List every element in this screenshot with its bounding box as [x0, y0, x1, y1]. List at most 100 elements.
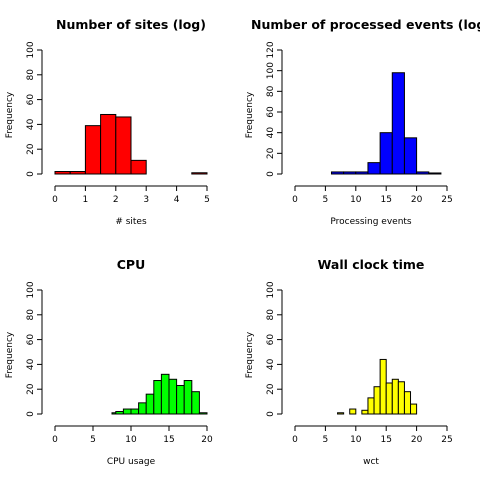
histogram-bar	[138, 402, 147, 415]
histogram-bar	[379, 358, 387, 415]
x-tick-label: 0	[292, 195, 298, 205]
y-axis-label: Frequency	[5, 331, 15, 378]
histogram-bar	[54, 171, 71, 175]
y-tick-label: 60	[266, 334, 276, 346]
histogram-bar	[153, 380, 162, 415]
y-axis-label: Frequency	[5, 91, 15, 138]
y-axis-label: Frequency	[245, 331, 255, 378]
histogram-bar	[145, 393, 155, 415]
y-tick-label: 20	[26, 143, 36, 155]
x-tick-label: 5	[323, 195, 329, 205]
y-tick-label: 0	[26, 171, 36, 177]
x-tick-label: 25	[441, 435, 452, 445]
histogram-bar	[84, 125, 102, 175]
x-tick-label: 0	[52, 435, 58, 445]
x-tick-label: 20	[201, 435, 213, 445]
y-tick-label: 120	[266, 41, 276, 58]
x-tick-label: 5	[90, 435, 96, 445]
y-tick-label: 20	[266, 383, 276, 395]
histogram-bar	[391, 72, 405, 175]
histogram-bar	[191, 172, 208, 175]
y-tick-label: 0	[26, 411, 36, 417]
x-axis-label: CPU usage	[107, 457, 156, 467]
histogram-bar	[367, 162, 381, 175]
histogram-bar	[403, 391, 412, 415]
y-tick-label: 40	[26, 118, 36, 130]
y-tick-label: 0	[266, 411, 276, 417]
histogram-bar	[330, 171, 345, 175]
histogram-bar	[410, 403, 418, 415]
x-axis-label: wct	[363, 457, 379, 467]
histogram-bar	[355, 171, 369, 175]
chart-title: Number of sites (log)	[56, 17, 206, 32]
y-tick-label: 100	[266, 281, 276, 298]
chart-title: CPU	[117, 257, 146, 272]
x-tick-label: 20	[411, 195, 423, 205]
y-tick-label: 40	[26, 358, 36, 370]
histogram-bar	[130, 408, 140, 415]
y-tick-label: 80	[266, 85, 276, 97]
x-tick-label: 15	[380, 435, 391, 445]
histogram-bar	[176, 384, 185, 415]
y-tick-label: 80	[266, 309, 276, 321]
histogram-bar	[428, 172, 442, 175]
x-tick-label: 4	[174, 195, 180, 205]
x-tick-label: 5	[323, 435, 329, 445]
histogram-bar	[373, 386, 381, 415]
x-tick-label: 10	[350, 435, 362, 445]
y-tick-label: 80	[26, 69, 36, 81]
x-tick-label: 25	[441, 195, 452, 205]
histogram-bar	[198, 412, 208, 415]
histogram-bar	[391, 378, 399, 415]
x-tick-label: 10	[350, 195, 362, 205]
histogram-bar	[361, 409, 369, 415]
histogram-bar	[100, 113, 117, 175]
y-tick-label: 100	[26, 41, 36, 58]
histogram-bar	[191, 391, 200, 415]
y-tick-label: 20	[266, 147, 276, 159]
y-tick-label: 100	[26, 281, 36, 298]
histogram-bar	[160, 373, 170, 415]
histogram-bar	[367, 397, 375, 415]
y-axis-label: Frequency	[245, 91, 255, 138]
histogram-panel-cpu: CPU CPU usage Frequency 0 5 10 15 20 0 20 40 60 8…	[5, 257, 213, 467]
histogram-bar	[416, 171, 430, 175]
histogram-bar	[111, 412, 117, 415]
histogram-panel-sites: Number of sites (log) # sites Frequency …	[5, 17, 210, 227]
x-tick-label: 2	[113, 195, 119, 205]
x-axis-label: Processing events	[330, 217, 412, 227]
y-tick-label: 80	[26, 309, 36, 321]
x-tick-label: 1	[83, 195, 89, 205]
y-tick-label: 20	[26, 383, 36, 395]
histogram-bar	[379, 132, 393, 175]
histogram-bar	[115, 411, 124, 415]
histogram-bar	[130, 159, 147, 175]
histogram-panel-wct: Wall clock time wct Frequency 0 5 10 15 20 25…	[245, 257, 453, 467]
histogram-bar	[337, 412, 345, 415]
y-tick-label: 40	[266, 358, 276, 370]
histogram-bar	[183, 380, 193, 415]
x-axis-label: # sites	[115, 217, 147, 227]
histogram-bar	[343, 171, 357, 175]
x-tick-label: 10	[125, 435, 137, 445]
histogram-bar	[349, 408, 357, 415]
x-tick-label: 20	[411, 435, 423, 445]
histogram-bar	[69, 171, 86, 175]
histogram-bar	[397, 381, 405, 415]
histogram-bar	[168, 378, 178, 415]
histogram-bar	[403, 137, 418, 175]
histogram-panel-events: Number of processed events (log) Process…	[245, 17, 480, 227]
chart-title: Wall clock time	[318, 257, 425, 272]
y-tick-label: 60	[26, 334, 36, 346]
y-tick-label: 60	[26, 94, 36, 106]
y-tick-label: 100	[266, 62, 276, 79]
y-tick-label: 40	[266, 127, 276, 139]
y-tick-label: 0	[266, 171, 276, 177]
x-tick-label: 3	[143, 195, 149, 205]
y-tick-label: 60	[266, 106, 276, 118]
x-tick-label: 15	[380, 195, 391, 205]
x-tick-label: 0	[292, 435, 298, 445]
histogram-bar	[115, 116, 132, 175]
x-tick-label: 5	[204, 195, 210, 205]
